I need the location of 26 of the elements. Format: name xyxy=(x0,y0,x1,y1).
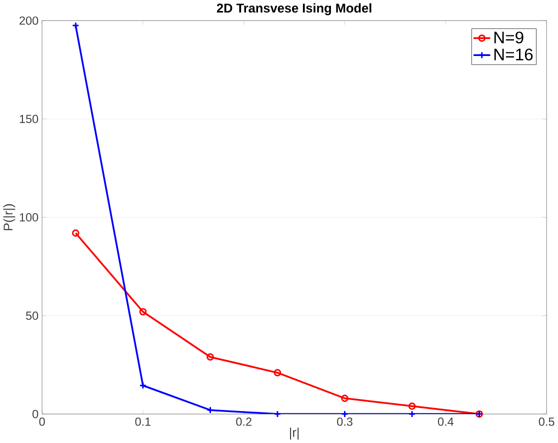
point xyxy=(139,382,147,390)
x-tick-label: 0.2 xyxy=(236,418,252,426)
point xyxy=(274,410,282,418)
x-axis-title: |r| xyxy=(290,428,299,440)
x-tick-label: 0 xyxy=(39,418,45,426)
x-tick-label: 0.1 xyxy=(135,418,151,426)
point xyxy=(274,369,282,376)
legend-label: N=9 xyxy=(494,32,524,44)
point xyxy=(341,410,348,418)
x-tick-label: 0.5 xyxy=(538,418,554,426)
legend-label: N=16 xyxy=(494,48,533,60)
point xyxy=(341,394,348,402)
y-tick-label: 0 xyxy=(32,410,38,418)
y-tick-label: 50 xyxy=(26,312,38,320)
chart-title: 2D Transvese Ising Model xyxy=(216,3,372,16)
point xyxy=(206,406,214,414)
y-tick-label: 150 xyxy=(20,114,38,124)
x-tick-label: 0.4 xyxy=(438,418,454,426)
x-tick-label: 0.3 xyxy=(337,418,352,426)
point xyxy=(408,402,416,410)
point xyxy=(206,353,214,361)
point xyxy=(139,308,147,316)
y-axis-title: P(|r|) xyxy=(3,204,16,230)
y-tick-label: 100 xyxy=(20,213,38,222)
point xyxy=(408,410,416,418)
y-tick-label: 200 xyxy=(20,16,38,25)
